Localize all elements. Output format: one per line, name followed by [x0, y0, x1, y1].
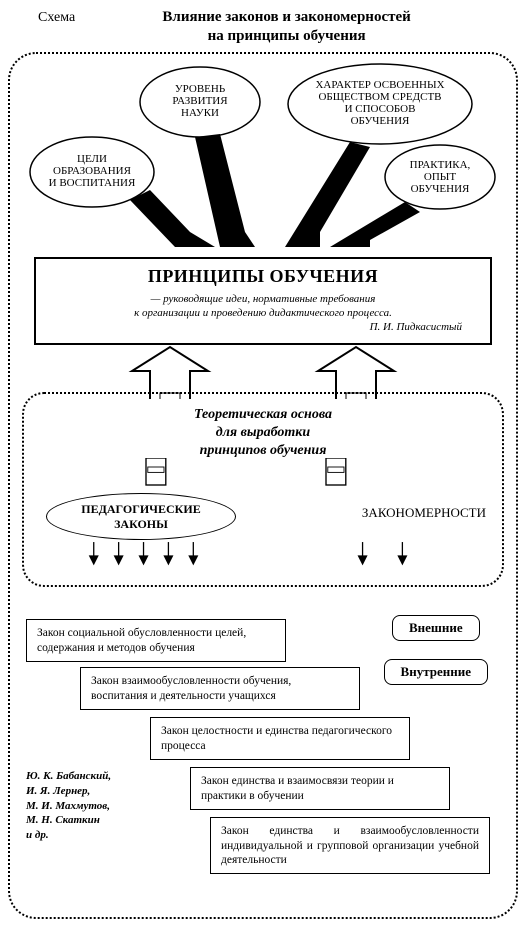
ellipse-1-l1: ЦЕЛИ: [77, 153, 107, 165]
ellipse-2-l1: УРОВЕНЬ: [175, 83, 225, 95]
ellipse-2-l3: НАУКИ: [181, 107, 219, 119]
mid-connectors: [34, 458, 492, 494]
laws-ellipse: ПЕДАГОГИЧЕСКИЕ ЗАКОНЫ: [46, 493, 236, 540]
principles-author: П. И. Пидкасистый: [46, 320, 480, 334]
ellipse-4-l2: ОПЫТ: [424, 171, 456, 183]
ellipse-3-l4: ОБУЧЕНИЯ: [351, 115, 410, 127]
basis-text: Теоретическая основа для выработки принц…: [34, 406, 492, 461]
top-diagram: УРОВЕНЬ РАЗВИТИЯ НАУКИ ХАРАКТЕР ОСВОЕННЫ…: [20, 62, 506, 252]
up-arrows: [20, 343, 506, 399]
laws-l2: ЗАКОНЫ: [114, 517, 168, 531]
arrow-4: [330, 202, 420, 247]
author-2: И. Я. Лернер,: [26, 785, 90, 797]
laws-l1: ПЕДАГОГИЧЕСКИЕ: [81, 502, 200, 516]
ellipse-4-l1: ПРАКТИКА,: [410, 159, 471, 171]
ellipse-3-l2: ОБЩЕСТВОМ СРЕДСТВ: [318, 91, 441, 103]
basis-l3: принципов обучения: [200, 443, 327, 458]
law-box-2: Закон взаимообусловленности обучения, во…: [80, 667, 360, 710]
cascade-region: Внешние Внутренние Закон социальной обус…: [20, 605, 506, 905]
author-3: М. И. Махмутов,: [26, 800, 110, 812]
ellipse-1-l2: ОБРАЗОВАНИЯ: [53, 165, 132, 177]
arrow-2: [195, 134, 255, 247]
arrow-1: [130, 190, 215, 247]
principles-title: ПРИНЦИПЫ ОБУЧЕНИЯ: [46, 265, 480, 288]
outer-frame: УРОВЕНЬ РАЗВИТИЯ НАУКИ ХАРАКТЕР ОСВОЕННЫ…: [8, 52, 518, 920]
ellipse-4-l3: ОБУЧЕНИЯ: [411, 183, 470, 195]
internal-box: Внутренние: [384, 659, 488, 685]
author-5: и др.: [26, 829, 49, 841]
law-box-1: Закон социальной обусловленности целей, …: [26, 619, 286, 662]
author-4: М. Н. Скаткин: [26, 814, 100, 826]
title-line-2: на принципы обучения: [208, 28, 366, 44]
schema-label: Схема: [8, 8, 75, 26]
ellipse-2-l2: РАЗВИТИЯ: [172, 95, 228, 107]
basis-l1: Теоретическая основа: [194, 407, 332, 422]
title-line-1: Влияние законов и закономерностей: [162, 9, 410, 25]
author-1: Ю. К. Бабанский,: [26, 770, 111, 782]
ellipse-1-l3: И ВОСПИТАНИЯ: [49, 177, 136, 189]
principles-quote-l2: к организации и проведению дидактическог…: [46, 306, 480, 320]
law-box-4: Закон единства и взаимосвязи теории и пр…: [190, 767, 450, 810]
page-title: Влияние законов и закономерностей на при…: [95, 8, 518, 46]
law-box-3: Закон целостности и единства педагогичес…: [150, 717, 410, 760]
ellipse-3-l3: И СПОСОБОВ: [345, 103, 416, 115]
basis-l2: для выработки: [216, 425, 310, 440]
external-box: Внешние: [392, 615, 480, 641]
principles-quote-l1: — руководящие идеи, нормативные требован…: [46, 292, 480, 306]
small-arrows: [34, 540, 492, 568]
principles-box: ПРИНЦИПЫ ОБУЧЕНИЯ — руководящие идеи, но…: [34, 257, 492, 345]
basis-frame: Теоретическая основа для выработки принц…: [22, 392, 504, 587]
header: Схема Влияние законов и закономерностей …: [8, 8, 518, 46]
regularities-label: ЗАКОНОМЕРНОСТИ: [362, 493, 486, 540]
law-box-5: Закон единства и взаимообусловленности и…: [210, 817, 490, 874]
ellipse-3-l1: ХАРАКТЕР ОСВОЕННЫХ: [315, 79, 444, 91]
ext-stack: Внешние Внутренние: [384, 615, 488, 685]
authors-list: Ю. К. Бабанский, И. Я. Лернер, М. И. Мах…: [26, 769, 111, 843]
